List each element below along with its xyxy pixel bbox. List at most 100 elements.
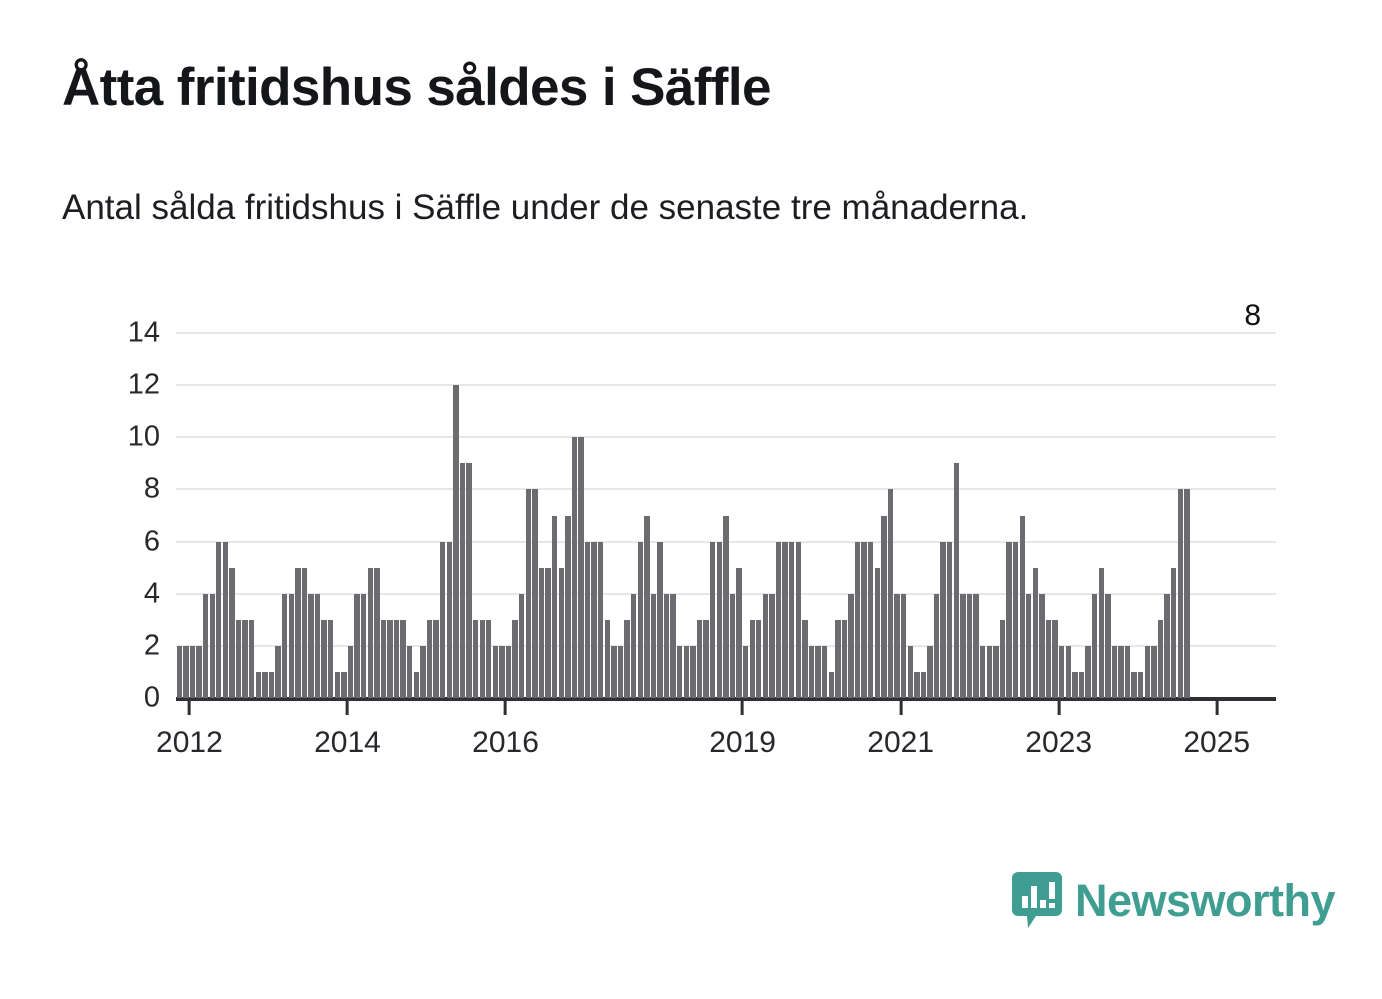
bar[interactable] [532, 489, 538, 698]
bar[interactable] [328, 619, 334, 698]
bar[interactable] [209, 593, 215, 698]
bar[interactable] [762, 593, 769, 698]
bar[interactable] [308, 593, 314, 698]
bar[interactable] [229, 567, 235, 698]
bar[interactable] [1019, 515, 1025, 698]
bar[interactable] [578, 437, 584, 698]
bar[interactable] [1157, 619, 1164, 698]
bar[interactable] [828, 671, 834, 698]
bar[interactable] [703, 619, 709, 698]
bar[interactable] [1045, 619, 1052, 698]
bar[interactable] [966, 593, 973, 698]
bar[interactable] [756, 619, 762, 698]
bar[interactable] [789, 541, 795, 698]
bar[interactable] [940, 541, 946, 698]
bar[interactable] [459, 463, 466, 698]
bar[interactable] [1078, 671, 1085, 698]
bar[interactable] [571, 437, 578, 698]
bar[interactable] [242, 619, 248, 698]
bar[interactable] [499, 645, 505, 698]
bar[interactable] [1151, 645, 1157, 698]
bar[interactable] [1164, 593, 1170, 698]
bar[interactable] [690, 645, 696, 698]
bar[interactable] [677, 645, 683, 698]
bar[interactable] [729, 593, 736, 698]
bar[interactable] [407, 645, 413, 698]
bar[interactable] [624, 619, 630, 698]
bar[interactable] [802, 619, 808, 698]
bar[interactable] [380, 619, 387, 698]
bar[interactable] [663, 593, 670, 698]
bar[interactable] [387, 619, 393, 698]
bar[interactable] [782, 541, 788, 698]
bar[interactable] [1098, 567, 1104, 698]
bar[interactable] [222, 541, 229, 698]
bar[interactable] [894, 593, 900, 698]
bar[interactable] [334, 671, 341, 698]
bar[interactable] [1105, 593, 1111, 698]
bar[interactable] [1085, 645, 1091, 698]
bar[interactable] [301, 567, 308, 698]
bar[interactable] [947, 541, 953, 698]
bar[interactable] [1006, 541, 1012, 698]
bar[interactable] [374, 567, 380, 698]
bar[interactable] [565, 515, 571, 698]
bar[interactable] [670, 593, 676, 698]
bar[interactable] [716, 541, 722, 698]
bar[interactable] [914, 671, 920, 698]
bar[interactable] [644, 515, 650, 698]
bar[interactable] [1026, 593, 1032, 698]
bar[interactable] [868, 541, 874, 698]
bar[interactable] [736, 567, 742, 698]
bar[interactable] [907, 645, 913, 698]
bar[interactable] [1091, 593, 1098, 698]
bar[interactable] [202, 593, 209, 698]
bar[interactable] [775, 541, 782, 698]
bar[interactable] [993, 645, 999, 698]
bar[interactable] [255, 671, 261, 698]
bar[interactable] [821, 645, 828, 698]
bar[interactable] [525, 489, 531, 698]
bar[interactable] [979, 645, 986, 698]
bar[interactable] [281, 593, 288, 698]
bar[interactable] [1039, 593, 1045, 698]
bar[interactable] [519, 593, 525, 698]
bar[interactable] [262, 671, 268, 698]
bar[interactable] [933, 593, 940, 698]
bar[interactable] [354, 593, 360, 698]
bar[interactable] [696, 619, 703, 698]
bar[interactable] [808, 645, 815, 698]
bar[interactable] [268, 671, 275, 698]
bar[interactable] [1032, 567, 1039, 698]
bar[interactable] [742, 645, 749, 698]
bar[interactable] [249, 619, 255, 698]
bar[interactable] [1184, 489, 1190, 698]
bar[interactable] [1065, 645, 1071, 698]
bar[interactable] [1118, 645, 1124, 698]
bar[interactable] [1059, 645, 1065, 698]
bar[interactable] [591, 541, 597, 698]
bar[interactable] [650, 593, 657, 698]
bar[interactable] [347, 645, 354, 698]
bar[interactable] [446, 541, 452, 698]
bar[interactable] [176, 645, 182, 698]
bar[interactable] [360, 593, 367, 698]
bar[interactable] [288, 593, 294, 698]
bar[interactable] [999, 619, 1006, 698]
bar[interactable] [558, 567, 564, 698]
bar[interactable] [1144, 645, 1150, 698]
bar[interactable] [433, 619, 439, 698]
bar[interactable] [189, 645, 196, 698]
bar[interactable] [841, 619, 848, 698]
bar[interactable] [393, 619, 400, 698]
bar[interactable] [314, 593, 321, 698]
bar[interactable] [1072, 671, 1078, 698]
bar[interactable] [874, 567, 881, 698]
bar[interactable] [927, 645, 933, 698]
bar[interactable] [861, 541, 867, 698]
bar[interactable] [492, 645, 499, 698]
bar[interactable] [1052, 619, 1058, 698]
bar[interactable] [795, 541, 801, 698]
bar[interactable] [960, 593, 966, 698]
bar[interactable] [367, 567, 373, 698]
